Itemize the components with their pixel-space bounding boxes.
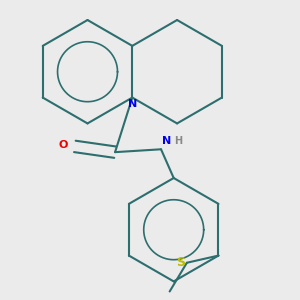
Text: S: S xyxy=(176,256,185,269)
Text: H: H xyxy=(174,136,182,146)
Text: N: N xyxy=(128,99,137,109)
Text: N: N xyxy=(163,136,172,146)
Text: O: O xyxy=(58,140,68,150)
